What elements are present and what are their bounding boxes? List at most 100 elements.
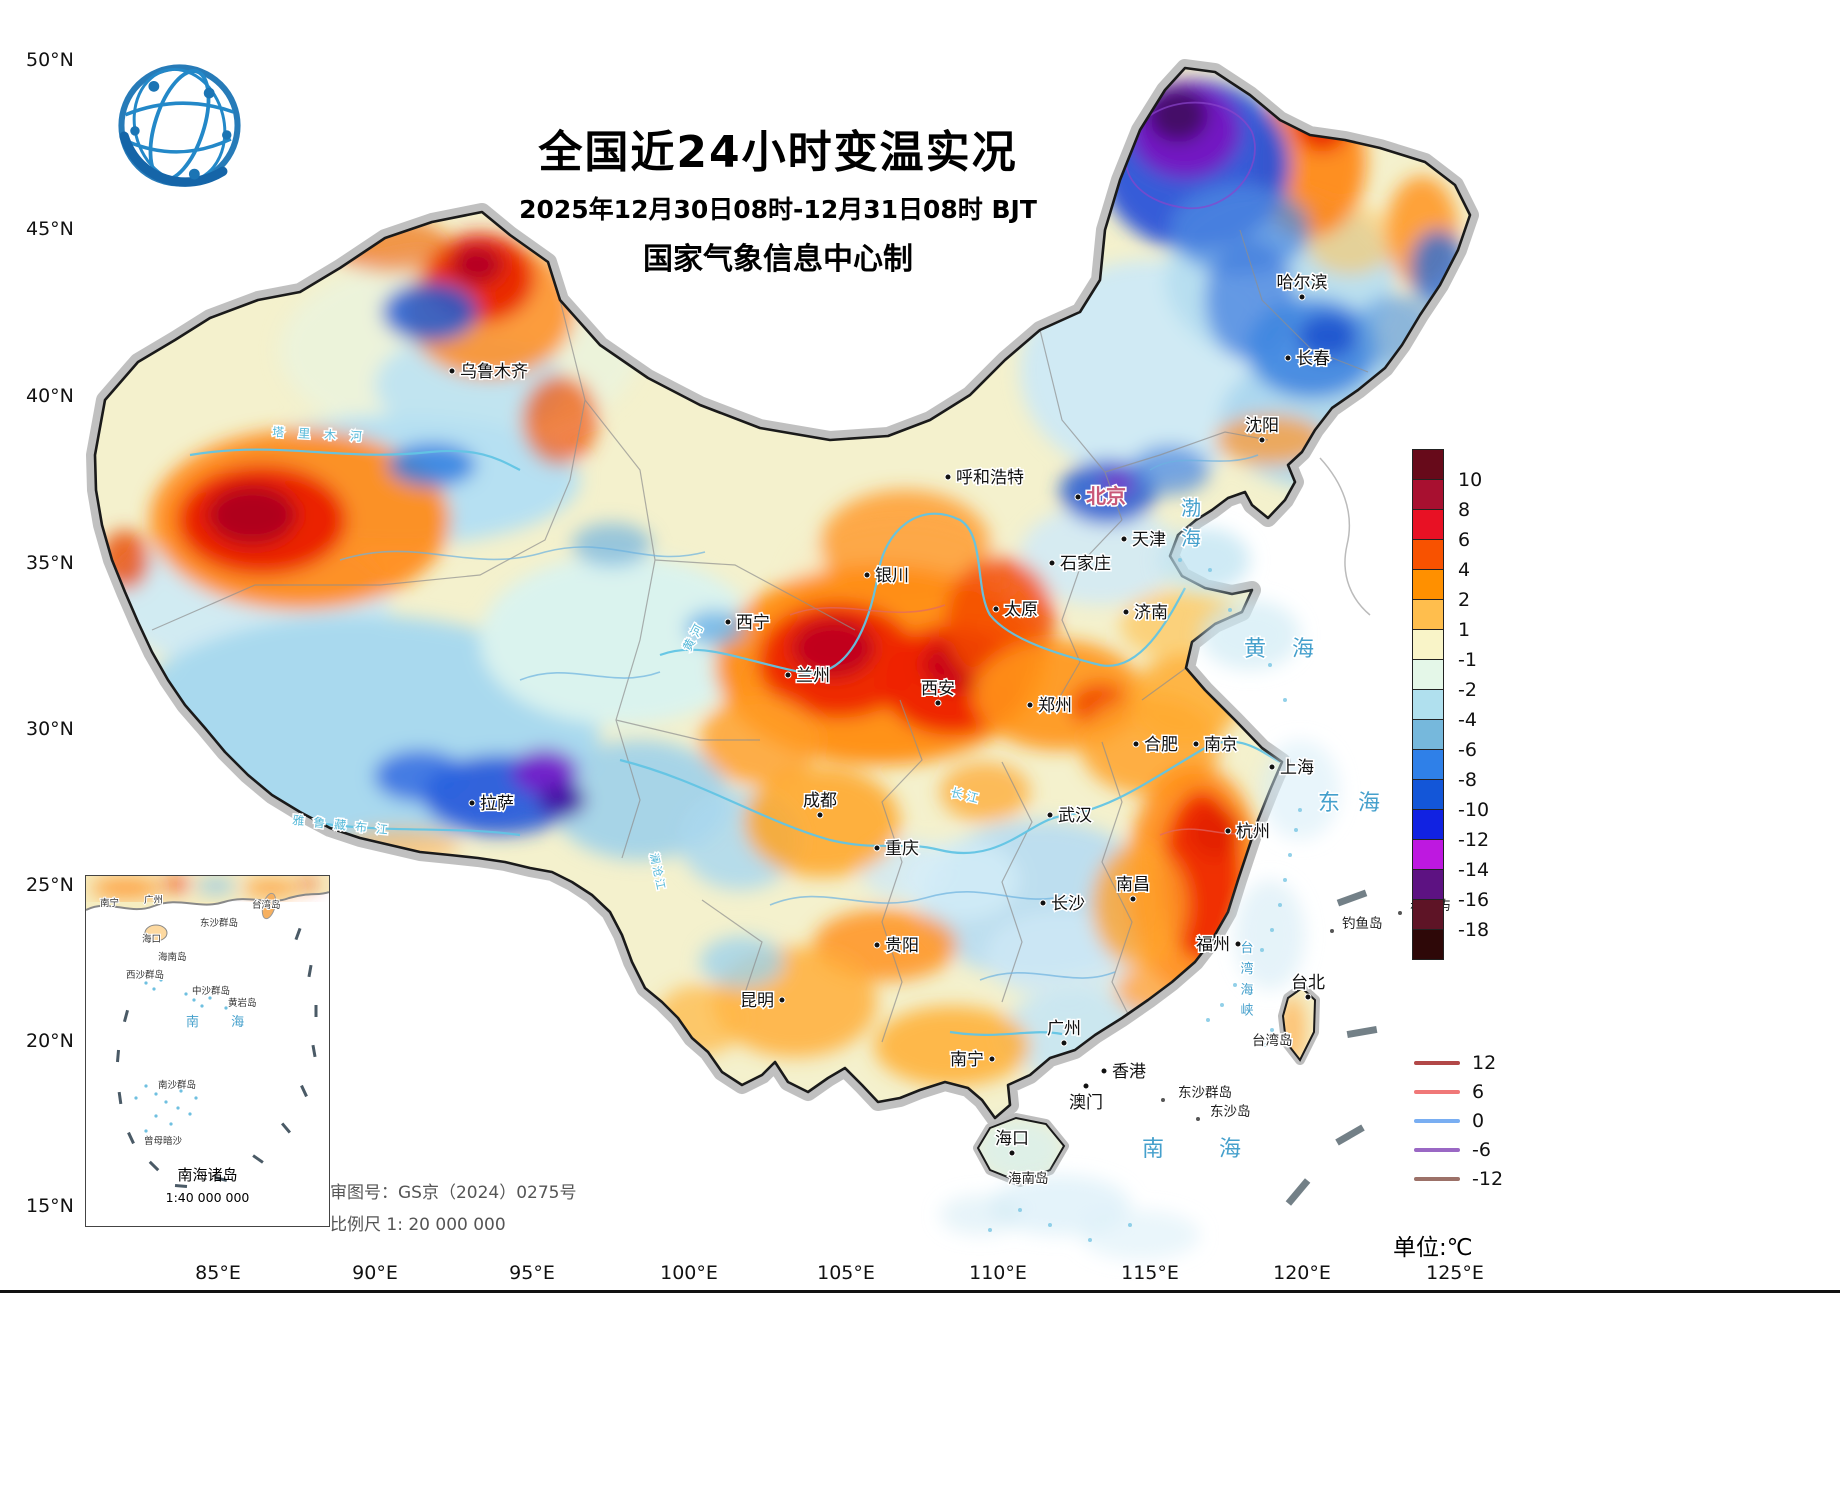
city-dot: [1304, 993, 1312, 1001]
temp-blob: [572, 523, 652, 567]
city-dot: [934, 699, 942, 707]
province-borders: [151, 229, 1369, 1043]
lat-tick-label: 25°N: [26, 874, 74, 896]
city-dot: [784, 671, 792, 679]
temp-blob: [388, 443, 476, 487]
city-label: 西宁: [736, 613, 770, 633]
city-label: 台北: [1291, 973, 1325, 993]
colorbar-tick-label: -14: [1458, 859, 1490, 881]
island-label: 台湾岛: [1252, 1032, 1293, 1049]
temp-blob: [1020, 505, 1180, 605]
islet-dot: [1283, 698, 1287, 702]
city-label: 福州: [1196, 935, 1230, 955]
temp-blob: [1298, 314, 1358, 358]
temp-blob: [791, 618, 875, 678]
lon-tick-label: 120°E: [1273, 1262, 1331, 1284]
temp-blob: [1102, 470, 1134, 494]
islet-dot: [1228, 608, 1232, 612]
city-label: 贵阳: [885, 936, 919, 956]
colorbar-tick-label: 6: [1458, 529, 1471, 551]
island-label: 东沙岛: [1210, 1104, 1251, 1120]
isoline-legend-row: 12: [1414, 1048, 1503, 1077]
inset-islet-dot: [194, 1096, 198, 1100]
inset-dash-segment: [280, 1122, 292, 1134]
colorbar-cell: [1412, 839, 1444, 870]
city-dot: [468, 799, 476, 807]
sea-blob: [1235, 880, 1305, 990]
sea-label: 台湾海峡: [1240, 941, 1253, 1019]
colorbar-cell: [1412, 779, 1444, 810]
city-dot: [1060, 1039, 1068, 1047]
city-dot: [1224, 827, 1232, 835]
islet-dot: [1193, 543, 1197, 547]
city-dot: [816, 811, 824, 819]
islet-dot: [1233, 983, 1237, 987]
map-title: 全国近24小时变温实况: [538, 127, 1018, 178]
city-dot: [448, 367, 456, 375]
inset-place-label: 黄岩岛: [228, 997, 257, 1009]
lat-tick-label: 30°N: [26, 718, 74, 740]
inset-islet-dot: [208, 996, 212, 1000]
city-label: 济南: [1134, 603, 1168, 623]
inset-islet-dot: [154, 1114, 158, 1118]
inset-place-label: 西沙群岛: [126, 969, 164, 981]
colorbar-tick-label: 2: [1458, 589, 1471, 611]
dash-segment: [1336, 889, 1368, 907]
city-label: 上海: [1280, 758, 1314, 778]
city-dot: [778, 996, 786, 1004]
colorbar-cell: [1412, 869, 1444, 900]
coastal-island-dots: [988, 543, 1302, 1242]
inset-dash-segment: [117, 1091, 123, 1105]
city-label: 石家庄: [1060, 554, 1111, 574]
colorbar-cell: [1412, 899, 1444, 930]
lat-tick-label: 50°N: [26, 49, 74, 71]
temp-blob: [1092, 843, 1188, 967]
city-dot: [1100, 1067, 1108, 1075]
inset-dash-segment: [252, 1154, 264, 1164]
islet-dot: [1253, 638, 1257, 642]
sea-label: 东海: [1318, 791, 1398, 816]
inset-scale: 1:40 000 000: [165, 1190, 250, 1205]
inset-dash-segment: [307, 964, 313, 978]
temp-blob: [874, 1006, 1030, 1086]
isoline-legend-row: 6: [1414, 1077, 1503, 1106]
inset-dash-segment: [311, 1044, 317, 1058]
colorbar-cell: [1412, 689, 1444, 720]
colorbar-cell: [1412, 719, 1444, 750]
temp-blob: [1148, 88, 1208, 142]
city-label: 兰州: [796, 666, 830, 686]
boundary-dashes: [1285, 889, 1378, 1206]
south-china-sea-inset: 南宁 广州 台湾岛 东沙群岛 海口 海南岛 西沙群岛 中沙群岛 黄岩岛 南沙群岛 曾母暗沙 南 海 南…: [85, 875, 330, 1227]
inset-dash-segment: [115, 1049, 121, 1063]
island-dot: [1161, 1098, 1165, 1102]
lon-tick-label: 100°E: [660, 1262, 718, 1284]
isoline-legend: 12 6 0 -6 -12: [1414, 1048, 1503, 1193]
temp-blob: [900, 840, 1020, 920]
inset-place-label: 东沙群岛: [200, 917, 238, 929]
islet-dot: [1278, 903, 1282, 907]
temp-blob: [382, 282, 478, 342]
city-label: 拉萨: [480, 794, 514, 814]
isoline-legend-row: 0: [1414, 1106, 1503, 1135]
city-label: 昆明: [740, 991, 774, 1011]
national-boundary: [93, 66, 1472, 1184]
city-dot: [873, 941, 881, 949]
inset-islet-dot: [188, 1112, 192, 1116]
islet-dot: [988, 1228, 992, 1232]
colorbar-tick-label: -1: [1458, 649, 1477, 671]
colorbar-tick-label: 8: [1458, 499, 1471, 521]
islet-dot: [1264, 1043, 1268, 1047]
lon-tick-label: 125°E: [1426, 1262, 1484, 1284]
lon-tick-label: 115°E: [1121, 1262, 1179, 1284]
city-label: 香港: [1112, 1062, 1146, 1082]
city-dot: [1234, 940, 1242, 948]
inset-islet-dot: [192, 998, 196, 1002]
inset-islet-dot: [200, 1004, 204, 1008]
city-label: 南宁: [950, 1050, 984, 1070]
inset-place-label: 广州: [144, 894, 163, 906]
colorbar-cell: [1412, 749, 1444, 780]
inset-dash-segment: [294, 927, 302, 941]
island-dot: [1196, 1117, 1200, 1121]
